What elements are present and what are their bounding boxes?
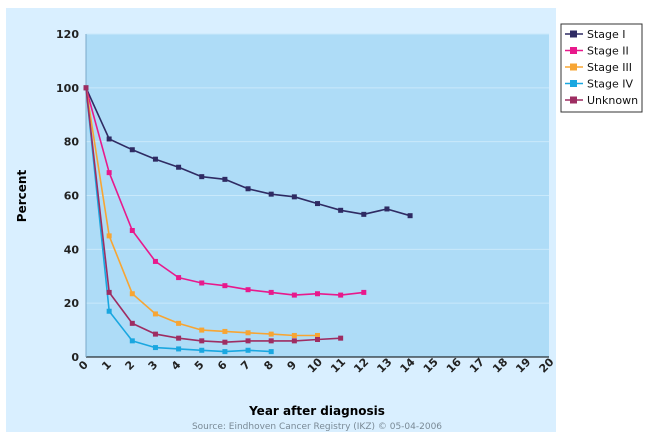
data-point — [106, 170, 112, 176]
data-point — [199, 347, 205, 353]
data-point — [222, 176, 228, 182]
data-point — [291, 338, 297, 344]
data-point — [222, 349, 228, 355]
y-axis-label: Percent — [15, 170, 29, 223]
data-point — [176, 335, 182, 341]
legend-label: Unknown — [587, 94, 638, 107]
y-tick-label: 40 — [64, 243, 80, 256]
data-point — [361, 289, 367, 295]
data-point — [361, 211, 367, 217]
data-point — [315, 337, 320, 343]
data-point — [222, 328, 228, 334]
y-tick-label: 100 — [56, 82, 79, 95]
series-layer — [83, 85, 413, 355]
data-point — [129, 227, 135, 233]
data-point — [129, 338, 135, 344]
data-point — [245, 338, 251, 344]
data-point — [268, 349, 274, 355]
data-point — [199, 327, 205, 333]
data-point — [245, 186, 251, 192]
data-point — [291, 194, 297, 200]
data-point — [338, 292, 344, 298]
data-point — [268, 191, 274, 197]
data-point — [384, 206, 390, 212]
series-line — [85, 87, 341, 344]
y-tick-labels: 0 20 40 60 80 100 120 — [56, 28, 79, 364]
series-unknown — [83, 85, 344, 345]
data-point — [315, 291, 320, 297]
legend-swatch-marker — [570, 80, 577, 87]
data-point — [245, 347, 251, 353]
data-point — [129, 291, 135, 297]
data-point — [291, 292, 297, 298]
legend: Stage I Stage II Stage III Stage IV Unknown — [560, 23, 643, 113]
data-point — [152, 331, 158, 337]
legend-swatch-marker — [570, 30, 577, 38]
legend-item: Stage I — [565, 28, 626, 41]
data-point — [152, 156, 158, 162]
data-point — [176, 346, 182, 352]
data-point — [199, 280, 205, 286]
y-tick-label: 0 — [71, 351, 79, 364]
data-point — [83, 85, 89, 91]
data-point — [152, 258, 158, 264]
data-point — [176, 164, 182, 170]
x-axis-label: Year after diagnosis — [248, 404, 385, 418]
data-point — [268, 289, 274, 295]
y-tick-label: 80 — [64, 136, 80, 149]
legend-label: Stage III — [587, 61, 632, 74]
data-point — [338, 207, 344, 213]
legend-item: Stage IV — [565, 78, 634, 91]
legend-label: Stage I — [587, 28, 626, 41]
y-tick-label: 20 — [64, 297, 80, 310]
data-point — [176, 320, 182, 326]
legend-swatch-marker — [570, 63, 577, 71]
legend-item: Unknown — [565, 94, 638, 107]
data-point — [106, 289, 112, 295]
data-point — [176, 275, 182, 281]
data-point — [268, 338, 274, 344]
data-point — [152, 345, 158, 351]
legend-item: Stage III — [565, 61, 632, 74]
data-point — [106, 308, 112, 314]
legend-items: Stage I Stage II Stage III Stage IV Unknown — [565, 28, 638, 107]
data-point — [315, 201, 320, 207]
data-point — [199, 338, 205, 344]
legend-swatch-marker — [570, 96, 577, 104]
legend-label: Stage II — [587, 45, 629, 58]
legend-label: Stage IV — [587, 78, 634, 91]
data-point — [222, 339, 228, 345]
data-point — [152, 311, 158, 317]
series-stage-ii — [83, 85, 367, 298]
data-point — [407, 213, 413, 219]
data-point — [291, 332, 297, 338]
data-point — [245, 330, 251, 336]
data-point — [315, 332, 320, 338]
data-point — [222, 283, 228, 289]
gridlines — [86, 33, 549, 304]
data-point — [106, 233, 112, 239]
data-point — [129, 320, 135, 326]
data-point — [129, 147, 135, 153]
legend-item: Stage II — [565, 45, 629, 58]
series-stage-i — [83, 85, 413, 219]
data-point — [199, 174, 205, 180]
data-point — [338, 335, 344, 341]
legend-swatch-marker — [570, 47, 577, 54]
data-point — [268, 331, 274, 337]
y-tick-label: 120 — [56, 28, 79, 41]
data-point — [245, 287, 251, 293]
data-point — [106, 136, 112, 142]
source-note: Source: Eindhoven Cancer Registry (IKZ) … — [192, 422, 442, 432]
y-tick-label: 60 — [64, 190, 80, 203]
